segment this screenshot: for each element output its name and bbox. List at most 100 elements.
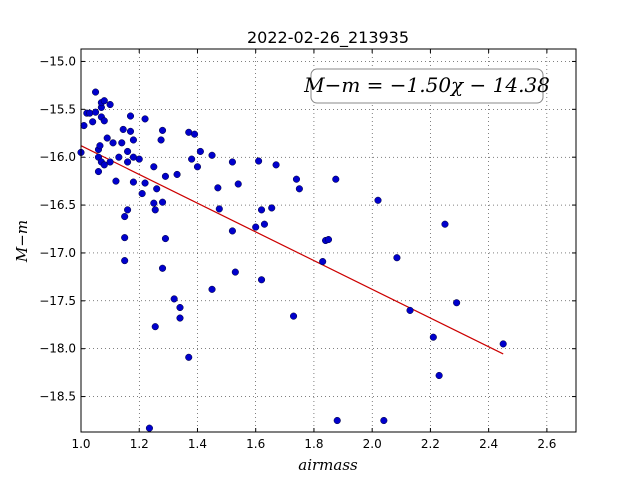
data-point <box>92 108 100 116</box>
fit-line <box>80 145 504 355</box>
equation-annotation: M−m = −1.50χ − 14.38 <box>303 68 550 104</box>
data-point <box>290 312 298 320</box>
data-point <box>145 424 153 432</box>
data-point <box>94 168 103 176</box>
y-axis-label: M−m <box>13 220 31 263</box>
data-point <box>100 97 108 105</box>
data-point <box>121 257 129 265</box>
data-point <box>173 170 181 178</box>
data-point <box>150 163 158 171</box>
x-tick-label: 2.2 <box>421 437 440 451</box>
data-point <box>135 155 143 163</box>
data-point <box>231 268 239 276</box>
data-point <box>252 223 260 231</box>
data-point <box>333 416 341 425</box>
data-point <box>406 306 414 314</box>
data-point <box>141 179 149 187</box>
x-tick-label: 1.4 <box>188 437 207 451</box>
data-point <box>161 172 169 180</box>
data-point <box>228 227 236 235</box>
data-point <box>100 161 108 169</box>
data-point <box>158 264 167 272</box>
y-tick-label: −18.5 <box>39 390 76 404</box>
data-point <box>260 220 268 228</box>
x-tick-label: 1.8 <box>304 437 323 451</box>
data-point <box>86 109 94 117</box>
data-point <box>112 177 120 185</box>
data-point <box>109 139 117 147</box>
data-point <box>292 175 301 183</box>
data-point <box>121 213 129 221</box>
x-tick-label: 2.6 <box>537 437 556 451</box>
data-point <box>157 136 165 144</box>
y-tick-label: −17.5 <box>39 294 76 308</box>
data-point <box>429 333 437 341</box>
data-point <box>191 130 199 138</box>
x-axis-label: airmass <box>298 456 358 474</box>
data-point <box>151 206 159 214</box>
data-point <box>208 151 216 159</box>
data-point <box>176 314 184 322</box>
y-tick-label: −15.0 <box>39 54 76 68</box>
data-point <box>129 136 137 144</box>
data-point <box>118 139 126 147</box>
y-tick-label: −16.0 <box>39 150 76 164</box>
data-point <box>100 117 108 125</box>
data-point <box>453 299 461 307</box>
data-point <box>119 125 127 133</box>
data-point <box>208 285 216 293</box>
ticks: 1.0 1.2 1.4 1.6 1.8 2.0 2.2 2.4 2.6 −15.0 −15.5 −16… <box>39 49 576 451</box>
fit-line-group <box>80 145 504 355</box>
data-point <box>374 196 382 204</box>
x-tick-label: 1.2 <box>130 437 149 451</box>
data-point <box>126 127 135 135</box>
data-point <box>124 158 132 166</box>
data-point <box>257 276 266 284</box>
data-point <box>214 184 222 192</box>
y-tick-label: −16.5 <box>39 198 76 212</box>
data-point <box>158 126 167 134</box>
data-point <box>151 323 159 331</box>
x-tick-label: 1.0 <box>71 437 90 451</box>
data-point <box>393 254 401 262</box>
data-point <box>295 185 303 193</box>
data-point <box>319 258 327 266</box>
data-point <box>215 205 223 213</box>
data-point <box>255 157 263 165</box>
plot-frame <box>80 48 577 433</box>
data-point <box>332 175 340 183</box>
data-point <box>96 142 104 150</box>
data-point <box>188 155 196 163</box>
equation-box <box>310 68 544 104</box>
y-tick-label: −15.5 <box>39 102 76 116</box>
data-point <box>161 235 169 243</box>
equation-text: M−m = −1.50χ − 14.38 <box>303 73 550 97</box>
chart-title: 2022-02-26_213935 <box>247 28 409 48</box>
data-point <box>324 235 333 244</box>
data-point <box>176 303 184 312</box>
data-point <box>89 118 97 126</box>
data-point <box>170 295 178 303</box>
data-point <box>228 158 236 166</box>
data-point <box>193 163 202 171</box>
data-point <box>380 416 388 425</box>
data-point <box>106 100 114 109</box>
data-point <box>153 185 161 193</box>
data-point <box>92 88 100 96</box>
x-tick-label: 2.4 <box>479 437 498 451</box>
data-point <box>103 134 111 142</box>
data-point <box>124 147 132 156</box>
data-point <box>499 340 507 348</box>
data-point <box>124 206 132 214</box>
data-point <box>80 122 88 130</box>
data-point <box>138 190 146 198</box>
y-tick-label: −17.0 <box>39 246 76 260</box>
x-tick-label: 2.0 <box>363 437 382 451</box>
data-point <box>106 158 114 166</box>
data-point <box>115 153 123 161</box>
data-point <box>435 371 443 380</box>
data-point <box>257 206 266 214</box>
data-point <box>272 161 280 169</box>
data-point <box>185 353 193 361</box>
data-point <box>126 112 135 120</box>
